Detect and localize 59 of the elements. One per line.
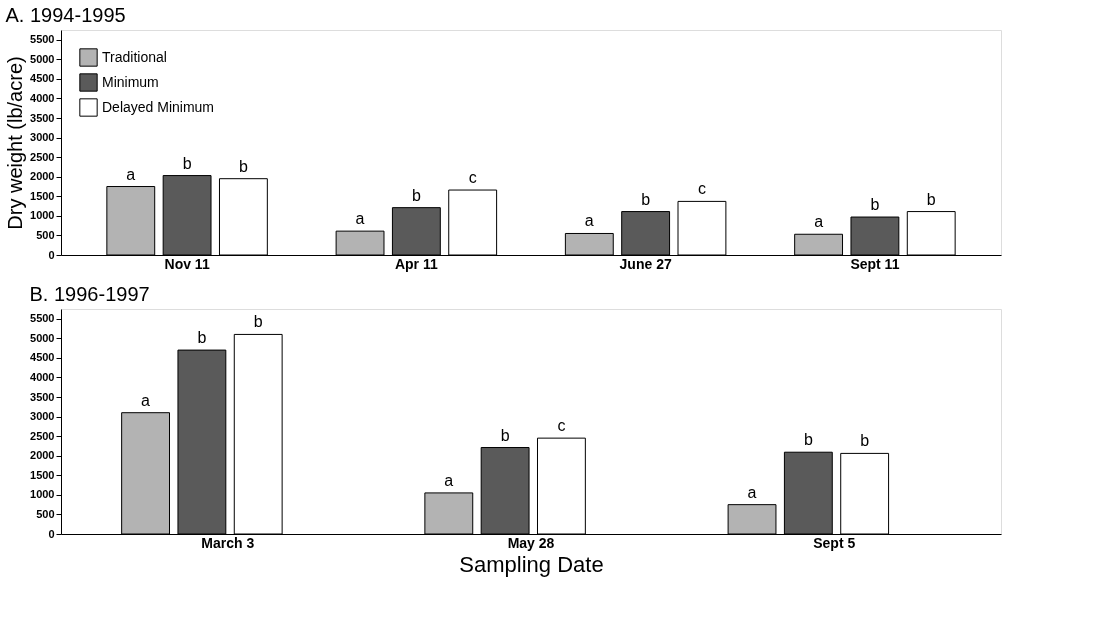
x-tick-label: Nov 11 <box>164 255 210 272</box>
data-label: a <box>584 212 594 230</box>
y-tick-label: 2000 <box>30 449 55 462</box>
y-axis-title: Dry weight (lb/acre) <box>4 56 27 230</box>
data-label: b <box>860 432 870 450</box>
data-label: b <box>411 186 421 204</box>
y-tick-label: 0 <box>48 248 55 261</box>
y-tick-label: 3500 <box>30 390 55 403</box>
y-tick-label: 5500 <box>30 312 55 325</box>
y-tick-label: 2500 <box>30 429 55 442</box>
data-label: b <box>197 329 207 347</box>
x-tick-label: Sept 11 <box>850 255 900 272</box>
y-tick-label: 5000 <box>30 331 55 344</box>
data-label: a <box>444 471 454 489</box>
y-tick-label: 4500 <box>30 351 55 364</box>
y-tick-label: 2000 <box>30 170 55 183</box>
y-tick-label: 3000 <box>30 131 55 144</box>
x-axis-title: Sampling Date <box>459 551 604 577</box>
data-label: a <box>141 391 151 409</box>
y-tick-label: 1500 <box>30 468 55 481</box>
data-label: b <box>182 154 192 172</box>
y-tick-label: 1000 <box>30 488 55 501</box>
legend-label: Delayed Minimum <box>102 98 215 115</box>
y-tick-label: 4000 <box>30 370 55 383</box>
y-tick-label: 5500 <box>30 33 55 46</box>
x-tick-label: May 28 <box>507 534 555 551</box>
chart-title: A. 1994-1995 <box>5 4 126 26</box>
y-tick-label: 3500 <box>30 111 55 124</box>
y-tick-label: 4000 <box>30 91 55 104</box>
data-label: b <box>253 313 263 331</box>
x-tick-label: Apr 11 <box>394 255 438 272</box>
data-label: b <box>500 426 510 444</box>
x-tick-label: June 27 <box>619 255 672 272</box>
data-label: a <box>126 165 136 183</box>
y-tick-label: 0 <box>48 527 55 540</box>
y-tick-label: 1500 <box>30 189 55 202</box>
data-label: a <box>747 483 757 501</box>
y-tick-label: 4500 <box>30 72 55 85</box>
data-label: b <box>870 196 880 214</box>
y-tick-label: 1000 <box>30 209 55 222</box>
y-tick-label: 3000 <box>30 410 55 423</box>
data-label: c <box>697 180 706 198</box>
y-tick-label: 2500 <box>30 150 55 163</box>
data-label: b <box>238 157 248 175</box>
data-label: c <box>468 169 477 187</box>
data-label: a <box>814 213 824 231</box>
y-tick-label: 5000 <box>30 52 55 65</box>
chart-title: B. 1996-1997 <box>29 283 150 305</box>
y-tick-label: 500 <box>36 507 55 520</box>
data-label: a <box>355 210 365 228</box>
data-label: b <box>641 190 651 208</box>
data-label: b <box>926 190 936 208</box>
x-tick-label: Sept 5 <box>813 534 856 551</box>
legend-label: Minimum <box>102 73 159 90</box>
data-label: c <box>557 417 566 435</box>
y-tick-label: 500 <box>36 228 55 241</box>
data-label: b <box>803 431 813 449</box>
x-tick-label: March 3 <box>201 534 255 551</box>
legend-label: Traditional <box>102 48 167 65</box>
